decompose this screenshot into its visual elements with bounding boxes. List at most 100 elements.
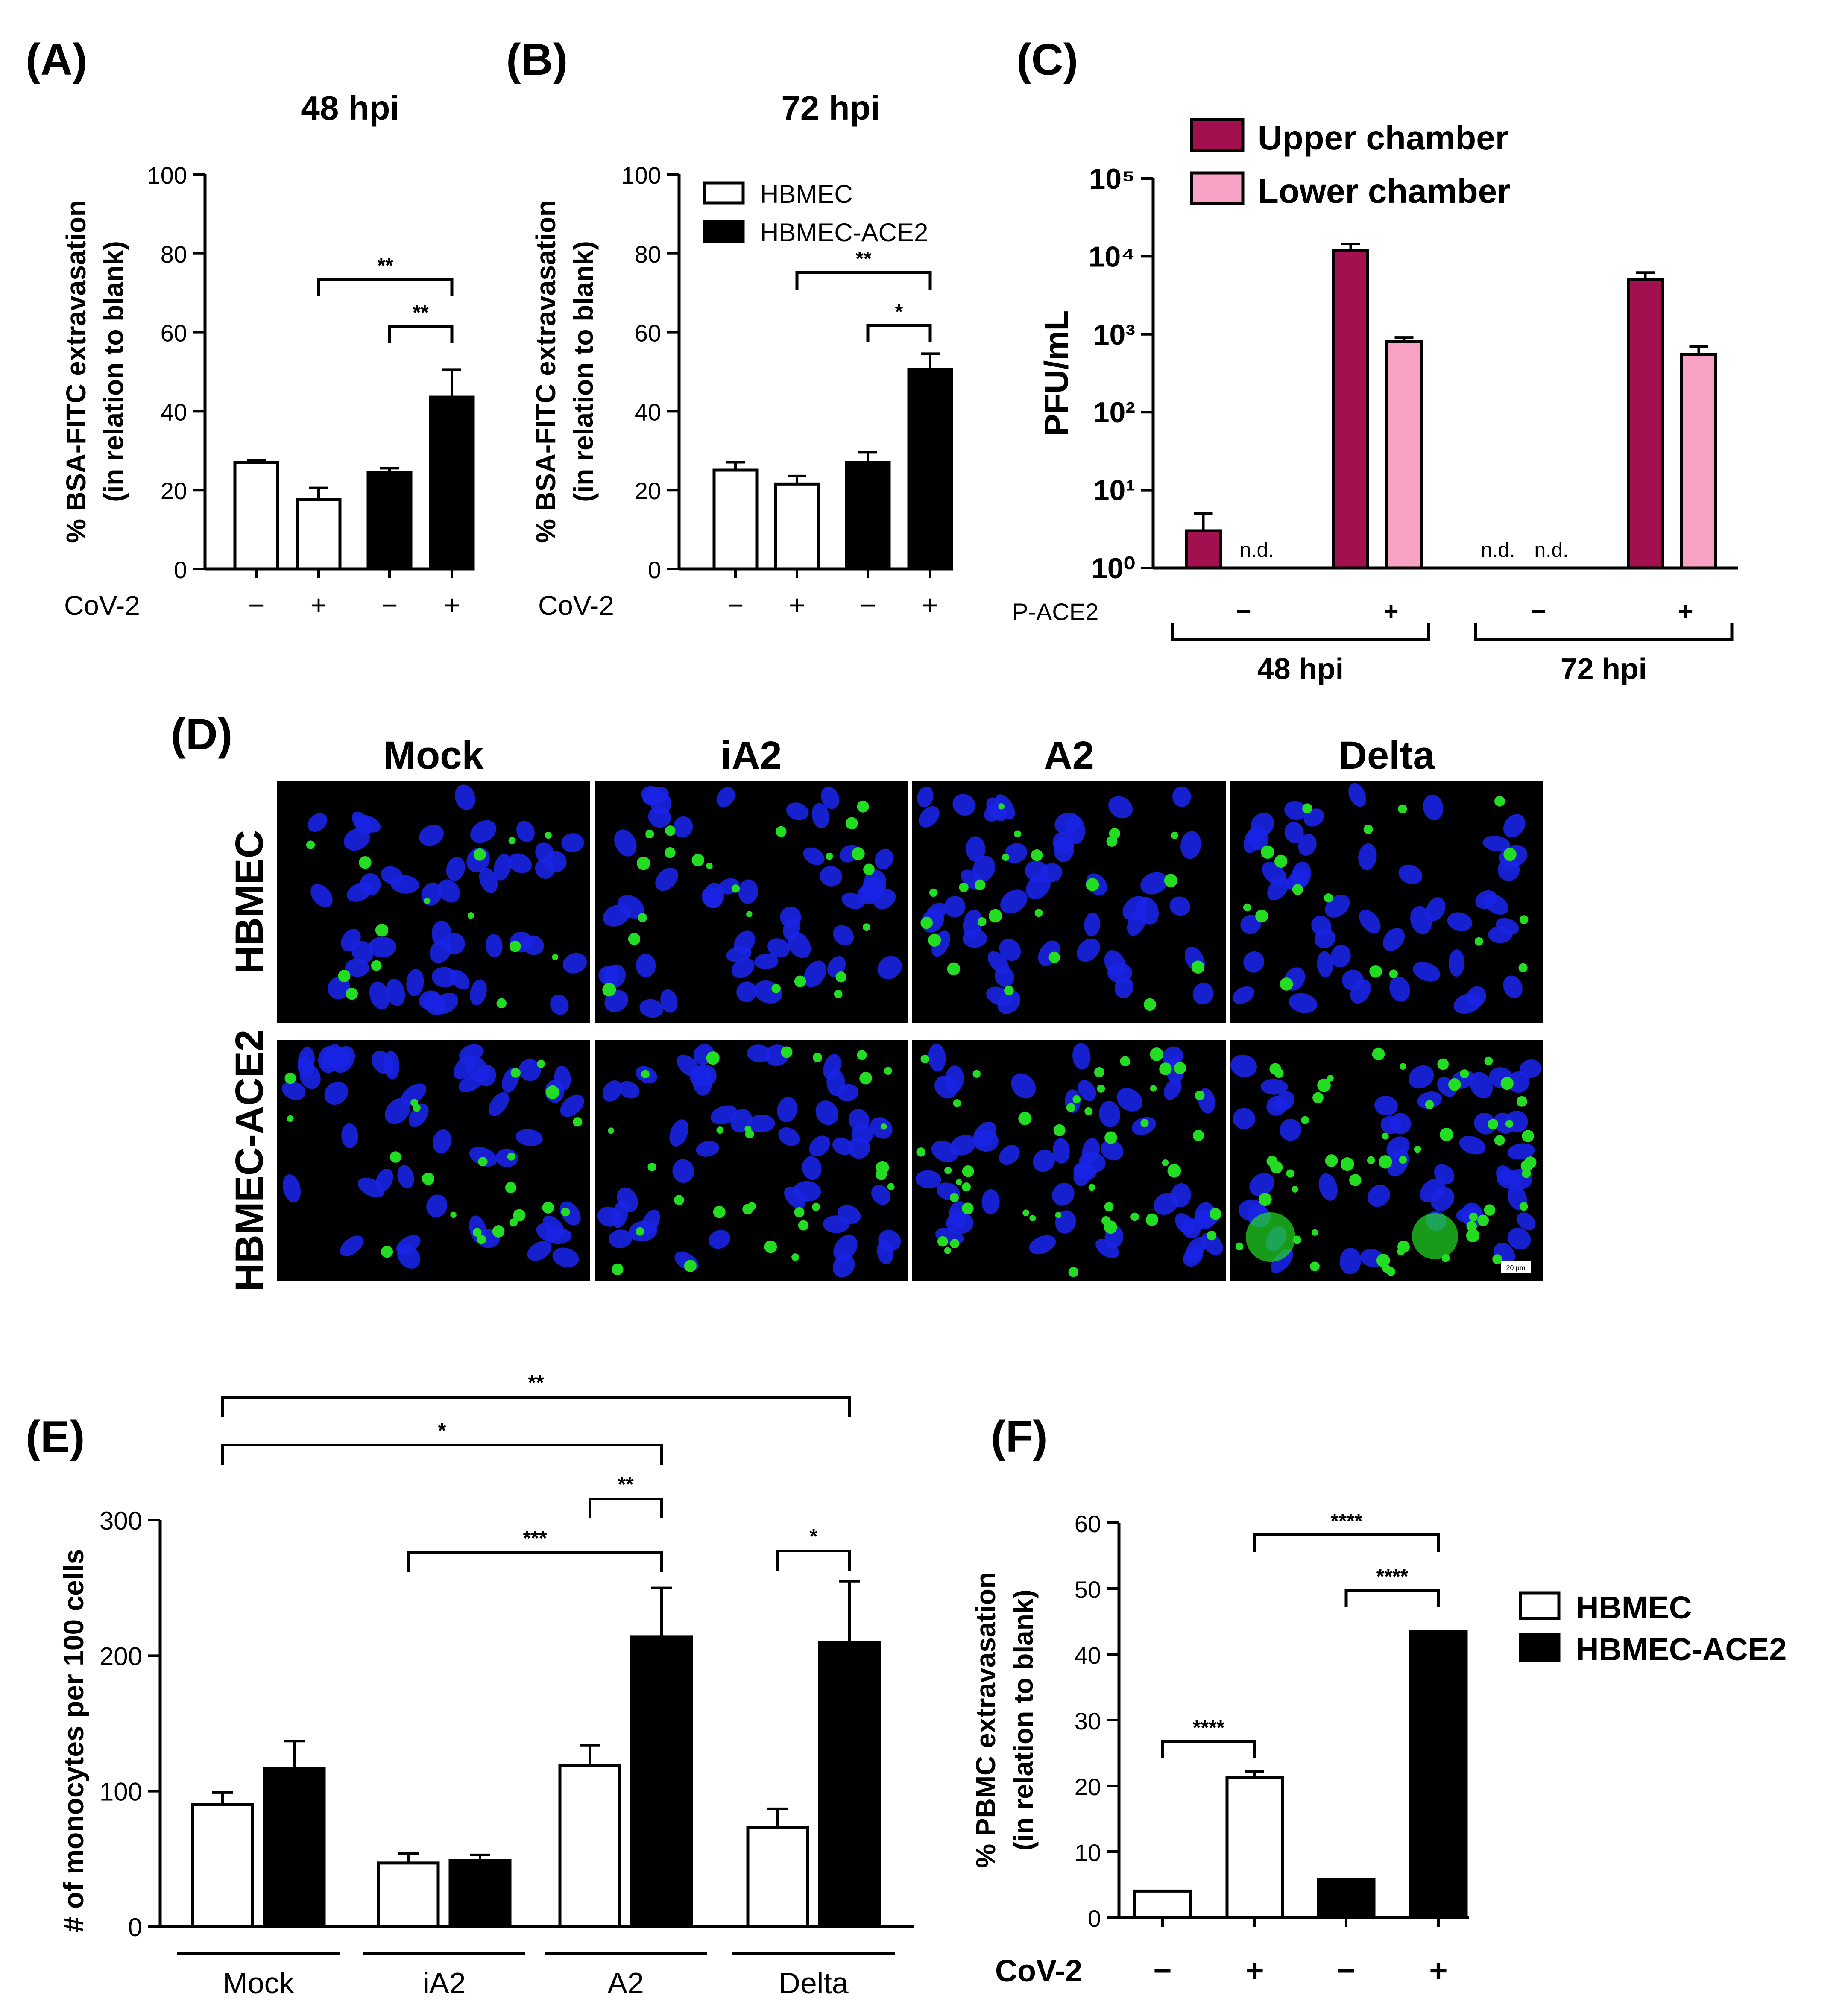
monocyte-spot bbox=[1274, 854, 1288, 868]
nucleus-cell bbox=[381, 866, 403, 885]
nucleus-cell bbox=[1140, 872, 1168, 895]
nucleus-cell bbox=[999, 1145, 1020, 1165]
bar bbox=[1185, 529, 1222, 570]
monocyte-spot bbox=[812, 1202, 820, 1211]
nucleus-cell bbox=[1201, 1232, 1223, 1255]
column-header: Delta bbox=[1339, 734, 1435, 777]
nucleus-cell bbox=[747, 1115, 775, 1133]
nucleus-cell bbox=[754, 954, 779, 970]
nucleus-cell bbox=[1054, 837, 1074, 862]
nucleus-cell bbox=[1382, 928, 1405, 951]
monocyte-spot bbox=[771, 984, 781, 993]
bar bbox=[366, 471, 413, 571]
nucleus-cell bbox=[1380, 1116, 1402, 1134]
nucleus-cell bbox=[479, 867, 498, 893]
monocyte-spot bbox=[1425, 1100, 1434, 1109]
monocyte-spot bbox=[636, 856, 650, 870]
nucleus-cell bbox=[1466, 986, 1486, 1007]
y-axis-label: (in relation to blank) bbox=[568, 241, 599, 502]
monocyte-spot bbox=[746, 911, 753, 917]
monocyte-spot bbox=[1088, 1184, 1095, 1191]
monocyte-spot bbox=[1312, 1092, 1324, 1103]
monocyte-spot bbox=[510, 1068, 521, 1078]
nucleus-cell bbox=[973, 1129, 999, 1152]
y-tick-label: 80 bbox=[635, 241, 661, 268]
x-tick-label: + bbox=[444, 589, 460, 621]
monocyte-cluster bbox=[1412, 1213, 1458, 1259]
bar bbox=[845, 461, 891, 571]
nucleus-cell bbox=[1519, 1059, 1542, 1078]
monocyte-spot bbox=[1484, 1204, 1496, 1216]
monocyte-spot bbox=[467, 912, 474, 919]
monocyte-spot bbox=[959, 882, 969, 892]
nucleus-cell bbox=[803, 960, 826, 988]
nucleus-cell bbox=[1077, 938, 1100, 962]
monocyte-spot bbox=[1258, 1193, 1272, 1206]
monocyte-spot bbox=[835, 971, 846, 983]
monocyte-spot bbox=[1150, 1047, 1163, 1061]
monocyte-spot bbox=[857, 1050, 867, 1060]
bar bbox=[1680, 353, 1717, 570]
legend-swatch bbox=[1519, 1633, 1561, 1662]
monocyte-spot bbox=[1162, 1159, 1169, 1167]
x-tick-label: + bbox=[789, 589, 805, 621]
nucleus-cell bbox=[346, 882, 373, 902]
bar bbox=[263, 1767, 326, 1928]
monocyte-spot bbox=[1270, 1161, 1283, 1173]
monocyte-spot bbox=[691, 854, 704, 866]
nucleus-cell bbox=[821, 787, 840, 809]
nucleus-cell bbox=[641, 786, 665, 805]
monocyte-spot bbox=[974, 879, 986, 891]
x-tick-label: − bbox=[248, 589, 265, 621]
monocyte-spot bbox=[929, 888, 938, 897]
monocyte-spot bbox=[928, 933, 941, 947]
nucleus-cell bbox=[1104, 950, 1126, 977]
monocyte-spot bbox=[713, 1205, 726, 1218]
monocyte-spot bbox=[1460, 1069, 1469, 1079]
monocyte-spot bbox=[1500, 1077, 1514, 1090]
nucleus-cell bbox=[308, 813, 328, 832]
y-tick-label: 50 bbox=[1075, 1576, 1101, 1603]
monocyte-spot bbox=[1400, 1063, 1406, 1070]
monocyte-spot bbox=[1022, 1209, 1029, 1217]
monocyte-spot bbox=[962, 1202, 974, 1214]
significance-label: ** bbox=[528, 1372, 544, 1394]
bar bbox=[429, 395, 475, 571]
nucleus-cell bbox=[1116, 1088, 1142, 1112]
monocyte-spot bbox=[684, 1260, 697, 1273]
x-tick-label: + bbox=[1383, 597, 1398, 626]
y-axis-label: % PBMC extravasation bbox=[970, 1572, 1001, 1868]
row-label: CoV-2 bbox=[64, 590, 140, 621]
monocyte-spot bbox=[972, 1070, 981, 1078]
nucleus-cell bbox=[1172, 786, 1191, 807]
monocyte-spot bbox=[961, 1182, 971, 1192]
nucleus-cell bbox=[1108, 796, 1133, 819]
nucleus-cell bbox=[736, 981, 757, 1002]
monocyte-spot bbox=[638, 913, 647, 922]
nucleus-cell bbox=[809, 1135, 830, 1157]
nucleus-cell bbox=[1180, 831, 1201, 859]
monocyte-spot bbox=[1488, 1119, 1499, 1130]
monocyte-spot bbox=[706, 1051, 720, 1065]
y-tick-label: 10³ bbox=[1093, 319, 1135, 351]
nucleus-cell bbox=[832, 1138, 853, 1155]
monocyte-spot bbox=[1261, 845, 1274, 859]
column-header: Mock bbox=[383, 734, 484, 777]
monocyte-spot bbox=[1084, 1107, 1092, 1115]
nucleus-cell bbox=[328, 977, 350, 999]
panel-label-c: (C) bbox=[1016, 35, 1078, 85]
y-tick-label: 20 bbox=[635, 477, 661, 504]
monocyte-spot bbox=[916, 1147, 925, 1157]
y-tick-label: 10⁰ bbox=[1091, 552, 1135, 585]
nucleus-cell bbox=[1417, 1091, 1442, 1109]
y-tick-label: 100 bbox=[621, 162, 661, 189]
significance-bracket bbox=[317, 278, 454, 296]
monocyte-spot bbox=[474, 848, 486, 861]
significance-bracket bbox=[221, 1396, 851, 1417]
y-axis-label: (in relation to blank) bbox=[1008, 1589, 1039, 1851]
monocyte-spot bbox=[1048, 951, 1060, 963]
nucleus-cell bbox=[1280, 1118, 1301, 1141]
not-detected-label: n.d. bbox=[1239, 539, 1274, 562]
nucleus-cell bbox=[485, 934, 503, 958]
micrograph-hbmec-a2 bbox=[912, 781, 1226, 1023]
